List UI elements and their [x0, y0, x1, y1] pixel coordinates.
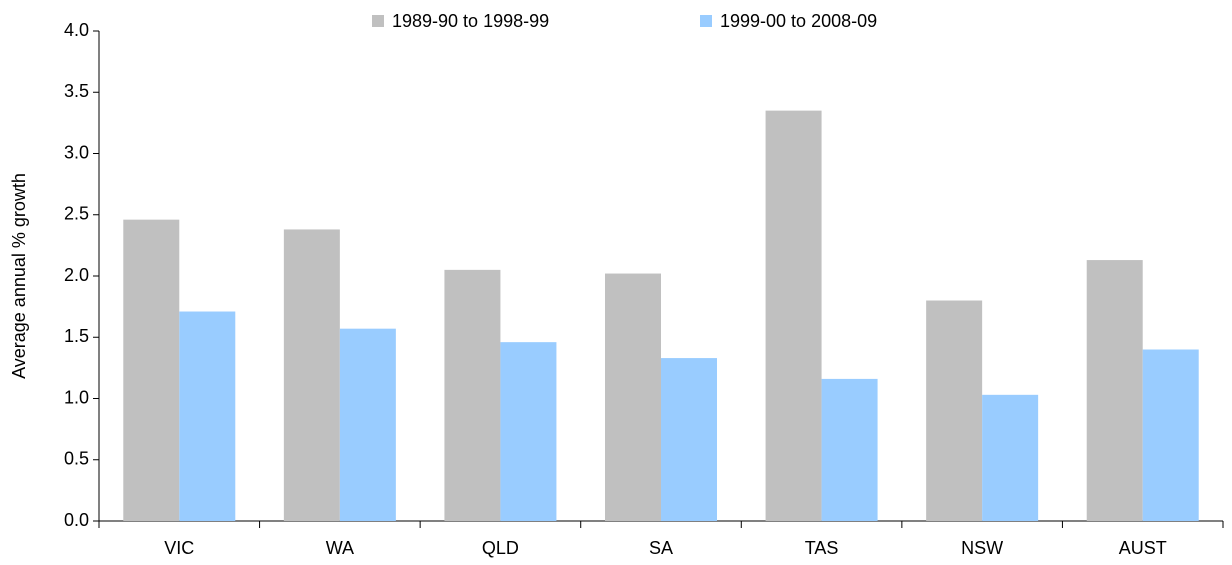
bar [444, 269, 501, 521]
y-tick-label: 0.5 [64, 449, 89, 469]
y-tick-label: 2.0 [64, 265, 89, 285]
legend-label: 1999-00 to 2008-09 [720, 11, 877, 31]
legend-swatch [700, 15, 712, 27]
bar [500, 342, 557, 521]
y-tick-label: 0.0 [64, 510, 89, 530]
bar [661, 358, 717, 521]
y-tick-label: 1.0 [64, 387, 89, 407]
bar [982, 394, 1039, 521]
bar [1086, 260, 1143, 521]
bar [821, 378, 878, 521]
y-tick-label: 3.5 [64, 81, 89, 101]
x-tick-label: SA [649, 538, 673, 558]
y-tick-label: 3.0 [64, 142, 89, 162]
bar [765, 110, 822, 521]
bar [1142, 349, 1199, 521]
x-tick-label: VIC [164, 538, 194, 558]
x-tick-label: WA [326, 538, 354, 558]
y-tick-label: 2.5 [64, 204, 89, 224]
bar [123, 219, 180, 521]
bar [179, 311, 236, 521]
bar [283, 229, 340, 521]
bar [339, 328, 396, 521]
legend-swatch [372, 15, 384, 27]
legend-label: 1989-90 to 1998-99 [392, 11, 549, 31]
bar [926, 300, 983, 521]
x-tick-label: QLD [482, 538, 519, 558]
x-tick-label: TAS [805, 538, 839, 558]
y-tick-label: 4.0 [64, 20, 89, 40]
x-tick-label: NSW [961, 538, 1003, 558]
bar [605, 273, 661, 521]
x-tick-label: AUST [1119, 538, 1167, 558]
y-tick-label: 1.5 [64, 326, 89, 346]
y-axis-label: Average annual % growth [9, 173, 29, 379]
